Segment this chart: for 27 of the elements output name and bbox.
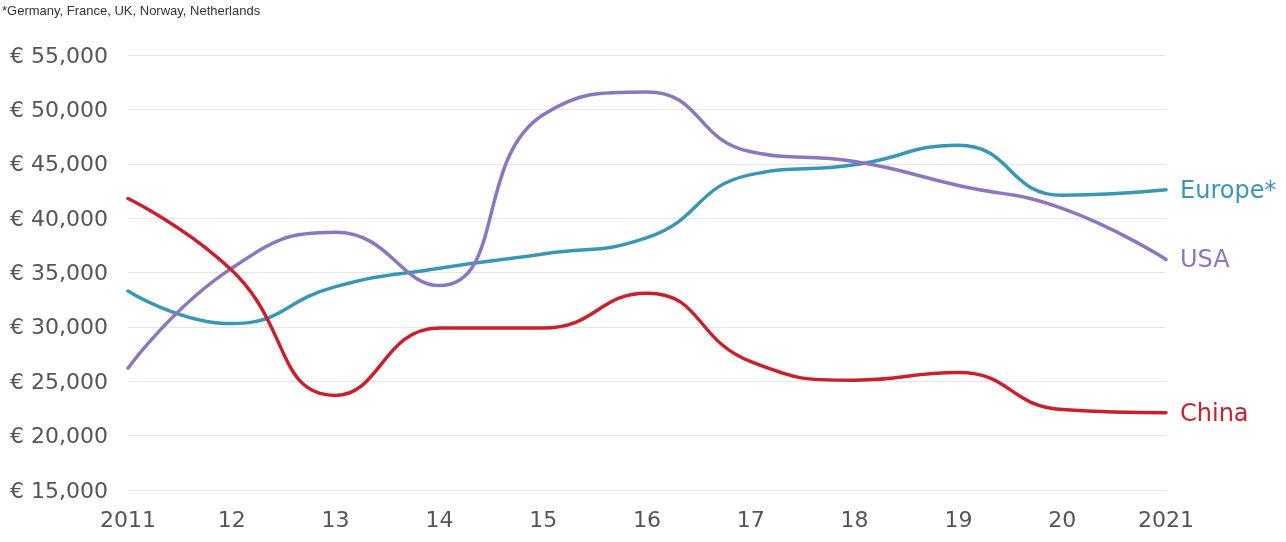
x-tick-label: 19 <box>944 506 973 532</box>
series-label: China <box>1180 398 1249 427</box>
line-series <box>126 196 1168 415</box>
y-tick-label: € 30,000 <box>10 314 108 340</box>
y-tick-label: € 25,000 <box>10 368 108 394</box>
y-tick-label: € 20,000 <box>10 423 108 449</box>
x-tick-label: 2021 <box>1138 506 1194 532</box>
line-series <box>126 90 1168 370</box>
series-label: Europe* <box>1180 175 1277 204</box>
x-tick-label: 18 <box>840 506 869 532</box>
x-tick-label: 16 <box>633 506 661 532</box>
y-tick-label: € 55,000 <box>10 42 108 68</box>
y-tick-label: € 35,000 <box>10 260 108 285</box>
x-tick-label: 2011 <box>100 506 156 532</box>
x-tick-label: 13 <box>321 506 350 532</box>
text: *Germany, France, UK, Norway, Netherlands <box>2 3 261 18</box>
x-tick-label: 12 <box>217 506 246 532</box>
x-tick-label: 15 <box>529 506 558 532</box>
line-series <box>126 143 1168 326</box>
y-tick-label: € 50,000 <box>10 96 108 122</box>
x-tick-label: 20 <box>1048 506 1077 532</box>
y-tick-label: € 15,000 <box>10 477 108 503</box>
y-tick-label: € 45,000 <box>10 151 108 177</box>
x-tick-label: 14 <box>425 506 454 532</box>
x-tick-label: 17 <box>736 506 765 532</box>
y-tick-label: € 40,000 <box>10 205 108 231</box>
series-label: USA <box>1180 245 1231 274</box>
